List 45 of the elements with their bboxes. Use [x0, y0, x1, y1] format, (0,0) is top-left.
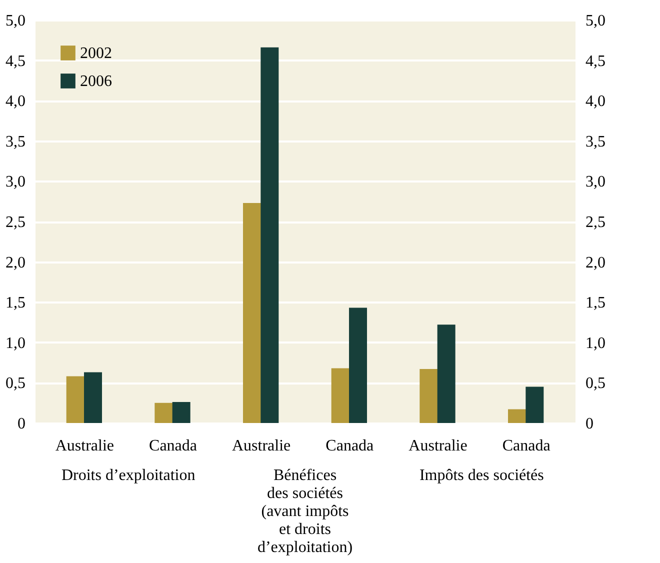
bar	[84, 372, 102, 423]
text: Droits d’exploitation	[61, 467, 196, 484]
x-tick-label: Australie	[408, 438, 468, 454]
y-tick-label: 0,5	[6, 375, 26, 392]
y2-tick-label: 5,0	[586, 12, 606, 30]
text: Bénéfices des sociétés (avant impôts et droits d’exploitation)	[257, 467, 353, 556]
bar	[526, 386, 544, 423]
y2-tick-label: 4,0	[586, 93, 606, 110]
y-tick-label: 5,0	[6, 12, 26, 30]
x-tick-label: Canada	[149, 438, 197, 454]
y2-tick-label: 1,5	[586, 294, 606, 312]
y2-tick-label: 2,5	[586, 214, 606, 231]
bar	[154, 402, 173, 423]
y-tick-label: 1,5	[6, 294, 26, 312]
y-tick-label: 3,0	[6, 174, 26, 191]
y2-tick-label: 0,5	[586, 375, 606, 392]
bar	[243, 202, 261, 423]
x-tick-label: Australie	[232, 438, 291, 454]
y-tick-label: 0	[18, 416, 26, 432]
y2-tick-label: 2,0	[586, 254, 606, 272]
y-tick-label: 2,5	[6, 214, 26, 231]
bar	[508, 409, 526, 423]
y-tick-label: 4,0	[6, 93, 26, 110]
x-tick-label: Canada	[502, 438, 550, 454]
bar	[331, 368, 350, 423]
y2-tick-label: 1,0	[586, 334, 606, 352]
y-tick-label: 1,0	[6, 334, 26, 352]
x-tick-label: Australie	[55, 438, 114, 454]
y-tick-label: 3,5	[6, 133, 26, 150]
y2-tick-label: 3,0	[586, 174, 606, 191]
bar	[260, 47, 279, 423]
bar	[437, 324, 456, 423]
y-tick-label: 4,5	[6, 52, 26, 70]
legend-label: 2006	[80, 73, 112, 90]
bar	[172, 402, 190, 423]
bar	[349, 308, 367, 423]
text: Impôts des sociétés	[419, 467, 544, 484]
bar	[420, 369, 438, 423]
y2-tick-label: 3,5	[586, 133, 606, 150]
bar	[66, 376, 84, 423]
x-tick-label: Canada	[326, 438, 374, 454]
y2-tick-label: 0	[586, 416, 594, 432]
y-tick-label: 2,0	[6, 254, 26, 272]
y2-tick-label: 4,5	[586, 52, 606, 70]
legend-label: 2002	[80, 45, 112, 62]
